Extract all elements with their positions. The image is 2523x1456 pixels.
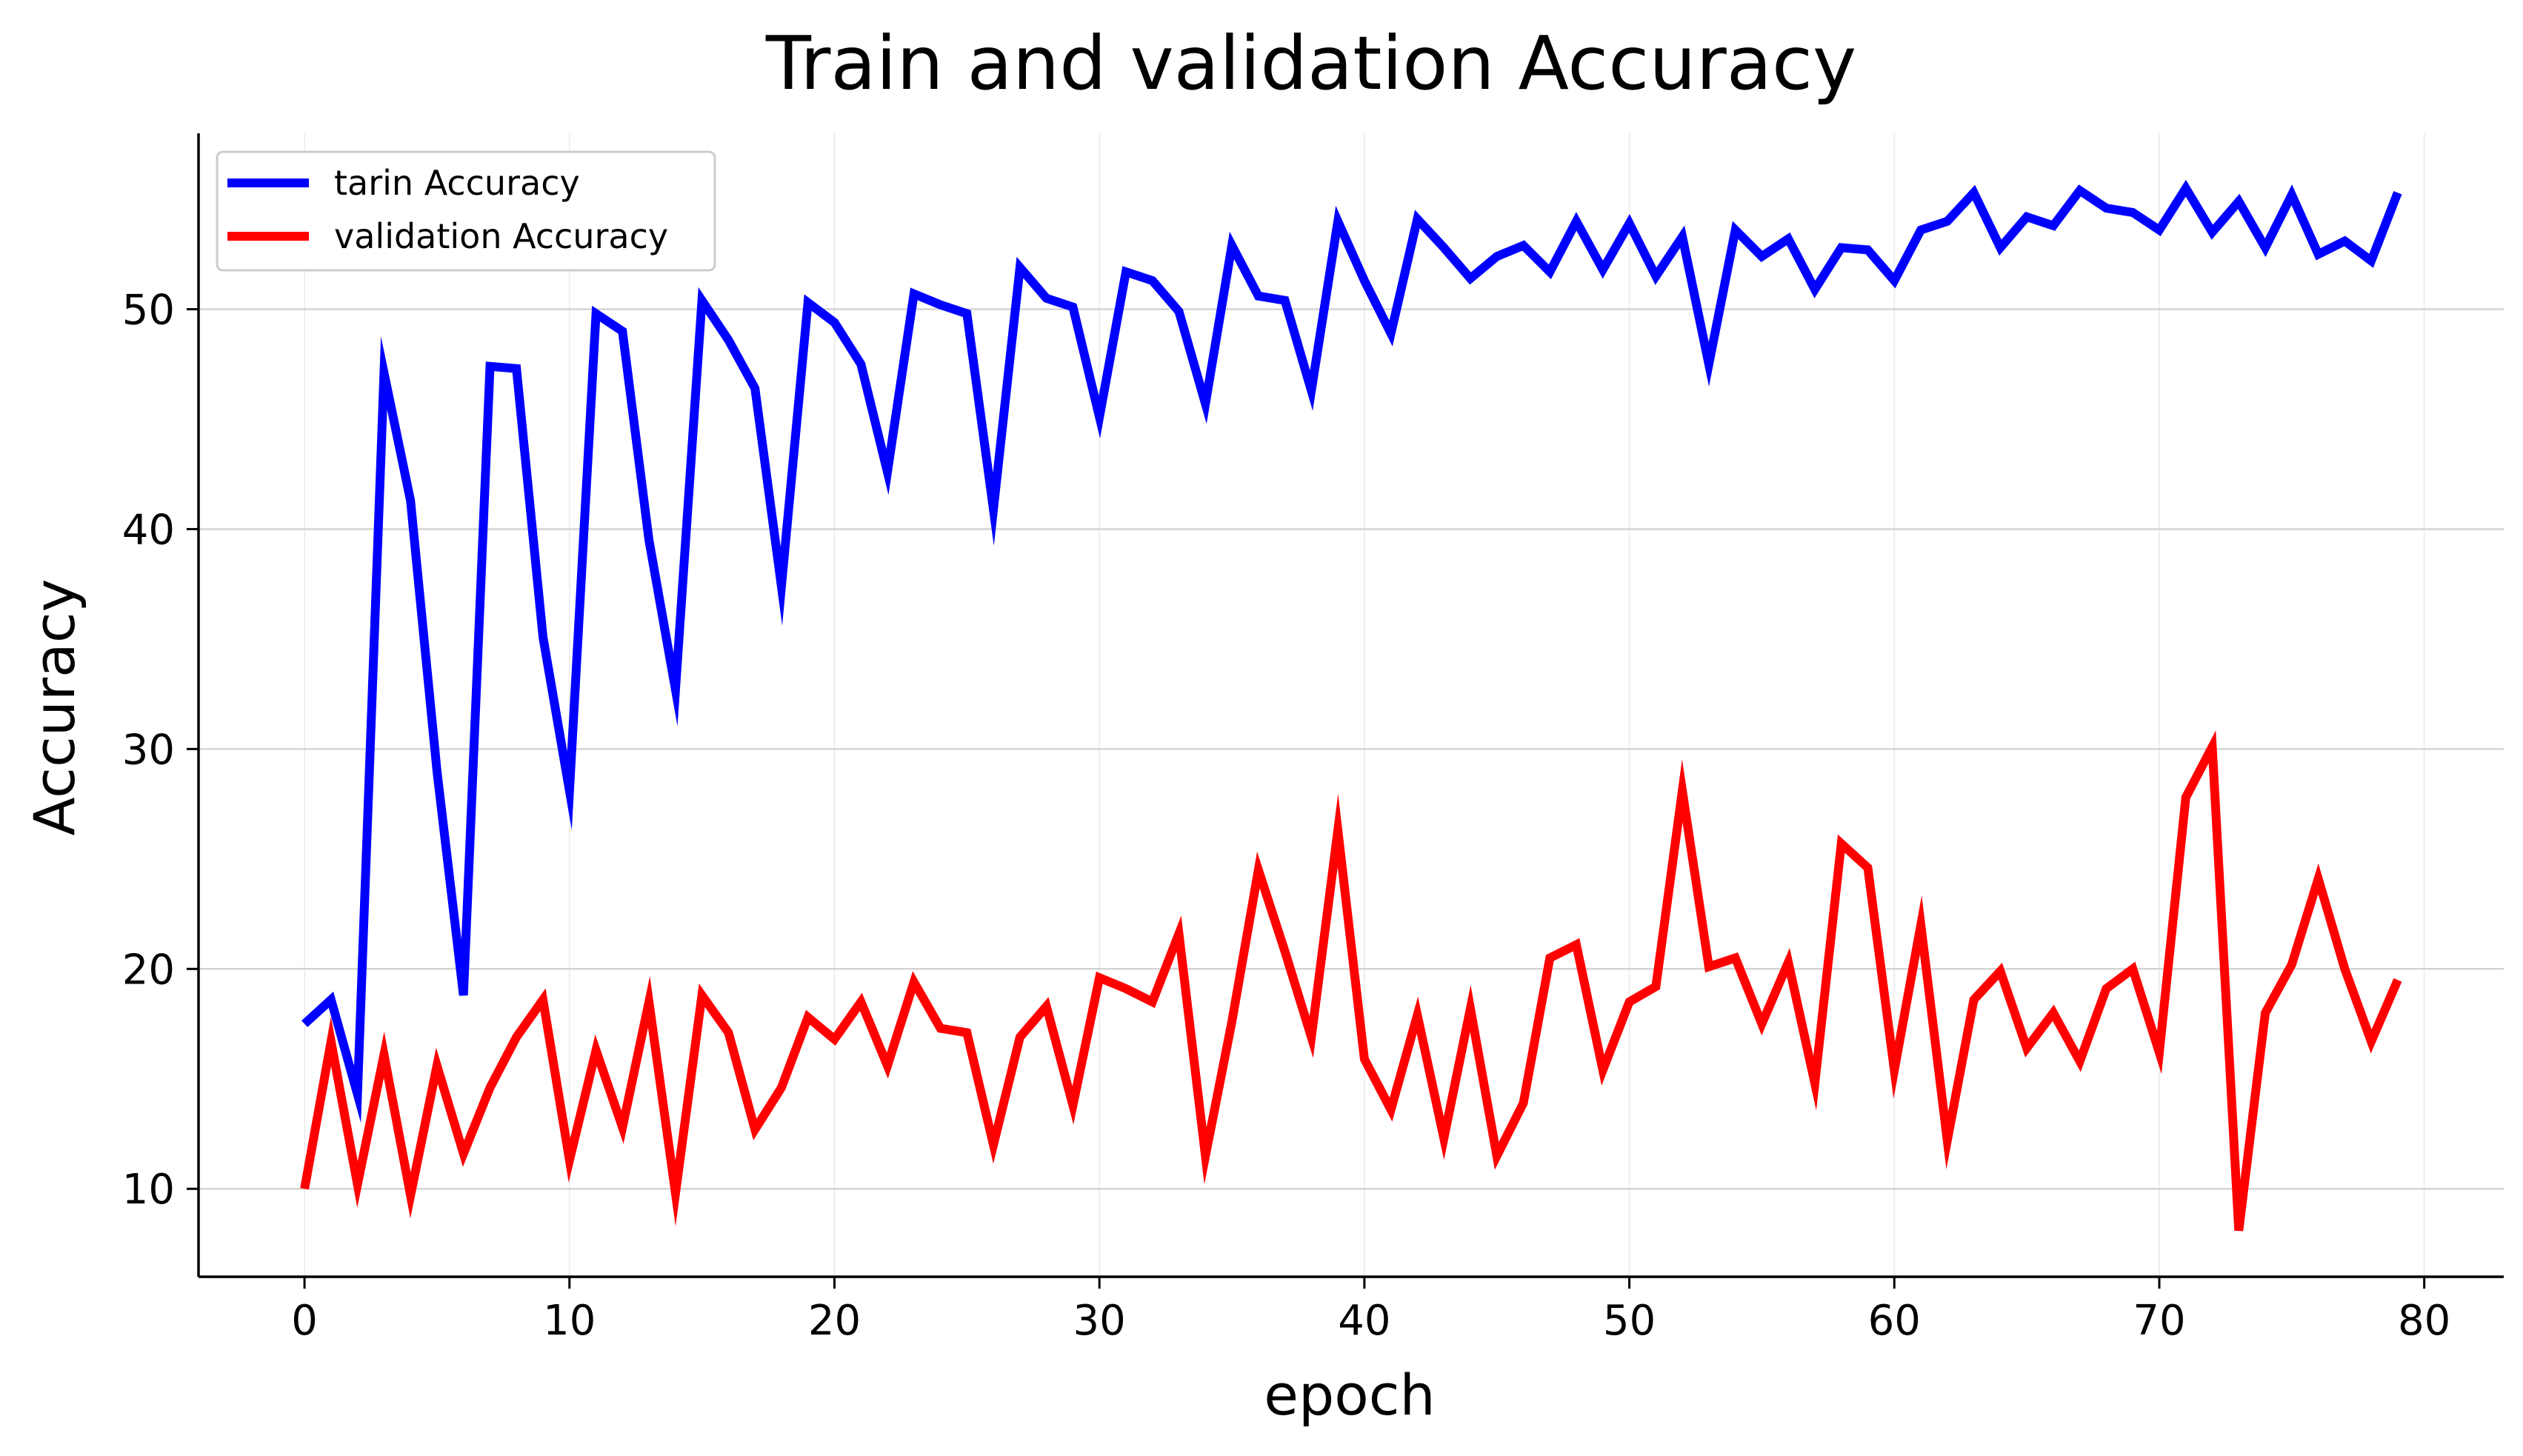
legend-box: [216, 150, 716, 272]
legend-label: validation Accuracy: [334, 216, 668, 256]
chart-title: Train and validation Accuracy: [765, 20, 1856, 107]
legend: tarin Accuracy validation Accuracy: [216, 150, 716, 272]
y-tick-label: 50: [122, 287, 175, 335]
x-tick-label: 50: [1603, 1297, 1656, 1345]
x-tick-label: 30: [1073, 1297, 1126, 1345]
y-tick-label: 30: [122, 726, 175, 774]
x-tick-label: 20: [808, 1297, 861, 1345]
x-tick-label: 10: [543, 1297, 596, 1345]
y-tick-label: 20: [122, 946, 175, 994]
x-tick-label: 40: [1338, 1297, 1390, 1345]
series-line-train: [301, 179, 2402, 1123]
x-tick-label: 0: [291, 1297, 318, 1345]
series-line-validation: [300, 730, 2402, 1232]
series-lines: [300, 179, 2402, 1232]
x-tick-label: 60: [1868, 1297, 1921, 1345]
axes: [187, 133, 2504, 1289]
tick-labels: 0 10 20 30 40 50 60 70 80 10 20 30 40 50: [122, 287, 2451, 1345]
legend-label: tarin Accuracy: [334, 163, 580, 203]
x-tick-label: 80: [2398, 1297, 2450, 1345]
x-axis-label: epoch: [1264, 1362, 1435, 1428]
x-tick-label: 70: [2133, 1297, 2185, 1345]
y-tick-label: 10: [122, 1166, 175, 1214]
y-tick-label: 40: [122, 506, 175, 554]
y-axis-label: Accuracy: [21, 579, 87, 836]
